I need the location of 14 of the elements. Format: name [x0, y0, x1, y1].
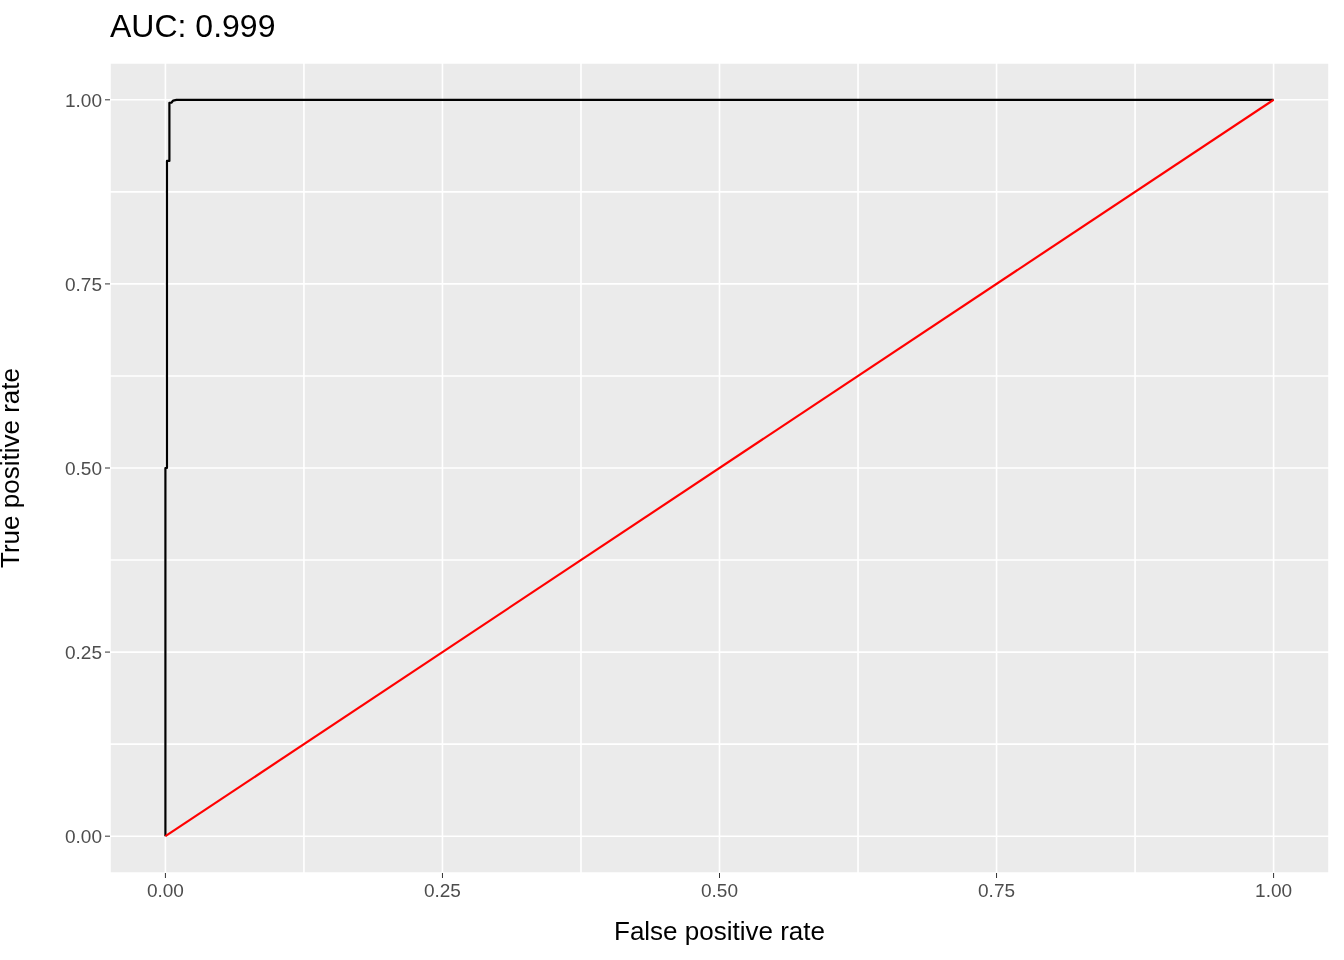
y-tick-label: 0.75 — [65, 273, 102, 295]
x-tick-label: 0.00 — [146, 880, 184, 901]
x-tick-label: 0.75 — [978, 880, 1016, 901]
x-tick-label: 0.25 — [423, 880, 461, 901]
y-axis-title: True positive rate — [0, 368, 26, 568]
y-tick-label: 0.25 — [65, 642, 102, 664]
chart-title: AUC: 0.999 — [110, 8, 276, 45]
x-tick-label: 1.00 — [1255, 880, 1293, 901]
line-series — [164, 98, 1275, 838]
x-axis-title: False positive rate — [614, 916, 825, 946]
y-tick-label: 1.00 — [65, 89, 102, 111]
y-tick-label: 0.00 — [65, 826, 102, 848]
x-tick-label: 0.50 — [701, 880, 738, 901]
y-tick-label: 0.50 — [65, 458, 102, 479]
